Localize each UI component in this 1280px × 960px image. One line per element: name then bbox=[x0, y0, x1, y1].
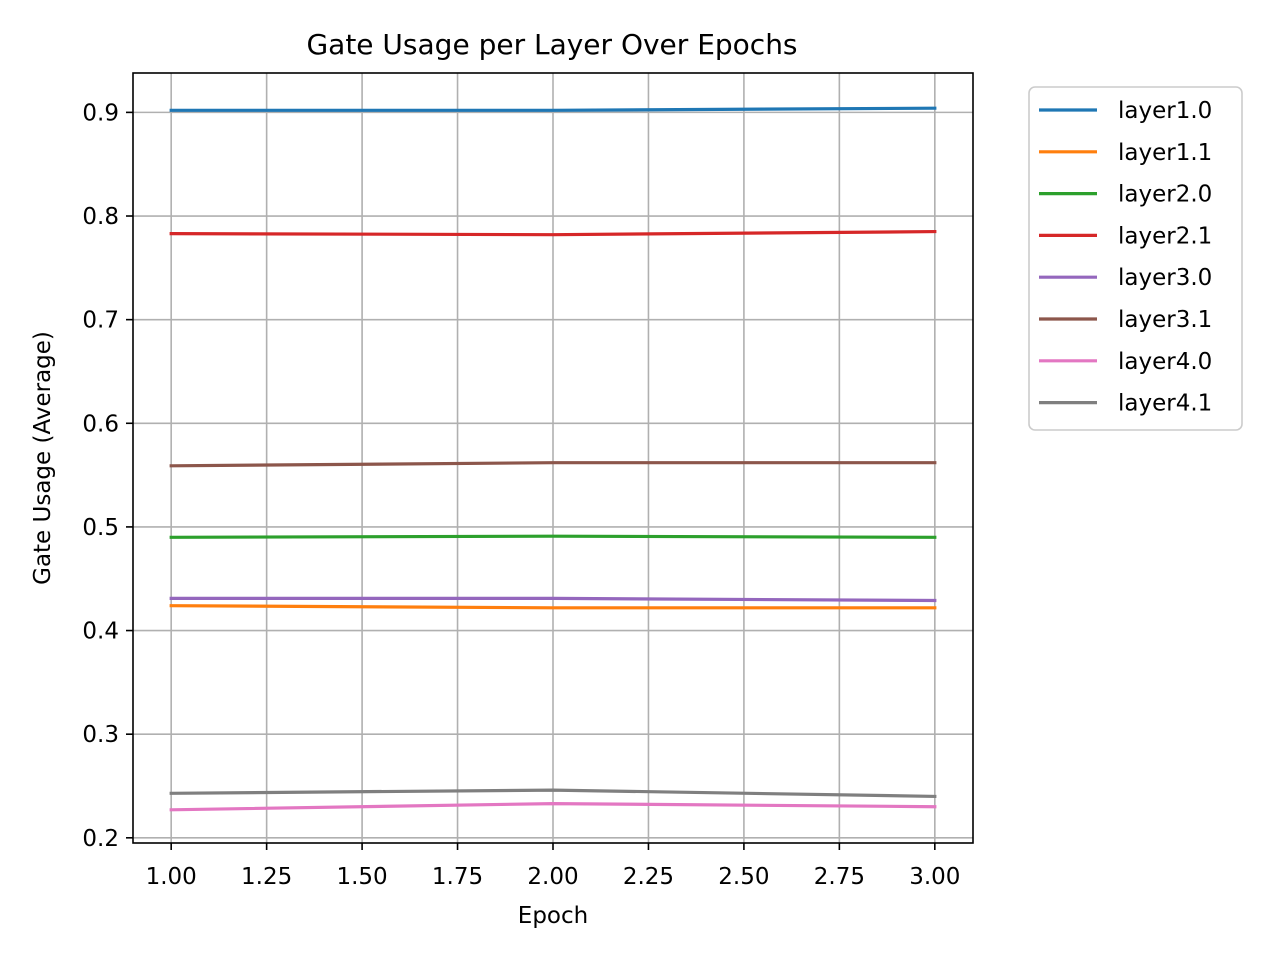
y-tick-label: 0.2 bbox=[82, 826, 119, 852]
chart-title: Gate Usage per Layer Over Epochs bbox=[306, 28, 797, 61]
x-tick-label: 2.50 bbox=[718, 864, 769, 890]
y-tick-label: 0.7 bbox=[82, 308, 119, 334]
series-line-layer4.0 bbox=[169, 801, 937, 812]
x-tick-label: 3.00 bbox=[909, 864, 960, 890]
series-line-layer2.0 bbox=[169, 534, 937, 539]
legend-label-layer2.0: layer2.0 bbox=[1118, 182, 1212, 208]
x-axis-ticks: 1.00 1.25 1.50 1.75 2.00 2.25 2.50 2.75 3.00 bbox=[146, 843, 960, 890]
legend: layer1.0 layer1.1 layer2.0 layer2.1 layer3.0… bbox=[1028, 86, 1243, 431]
x-tick-label: 1.00 bbox=[146, 864, 197, 890]
legend-label-layer3.1: layer3.1 bbox=[1118, 307, 1212, 333]
y-tick-label: 0.6 bbox=[82, 411, 119, 437]
series-lines bbox=[169, 106, 937, 812]
legend-box bbox=[1028, 86, 1243, 431]
legend-label-layer1.1: layer1.1 bbox=[1118, 140, 1212, 166]
legend-label-layer4.0: layer4.0 bbox=[1118, 349, 1212, 375]
y-tick-label: 0.4 bbox=[82, 619, 119, 645]
legend-label-layer4.1: layer4.1 bbox=[1118, 391, 1212, 417]
grid bbox=[133, 73, 973, 843]
x-tick-label: 1.75 bbox=[432, 864, 483, 890]
x-axis-title: Epoch bbox=[518, 903, 588, 929]
series-line-layer1.0 bbox=[169, 106, 937, 112]
legend-label-layer2.1: layer2.1 bbox=[1118, 223, 1212, 249]
x-tick-label: 2.00 bbox=[527, 864, 578, 890]
x-tick-label: 1.50 bbox=[336, 864, 387, 890]
legend-items: layer1.0 layer1.1 layer2.0 layer2.1 layer3.0… bbox=[1039, 98, 1212, 417]
y-axis-title: Gate Usage (Average) bbox=[30, 331, 56, 585]
x-tick-label: 2.25 bbox=[623, 864, 674, 890]
y-tick-label: 0.3 bbox=[82, 722, 119, 748]
series-line-layer3.1 bbox=[169, 461, 937, 468]
y-tick-label: 0.5 bbox=[82, 515, 119, 541]
legend-label-layer1.0: layer1.0 bbox=[1118, 98, 1212, 124]
y-axis-ticks: 0.2 0.3 0.4 0.5 0.6 0.7 0.8 0.9 bbox=[82, 100, 133, 852]
series-line-layer2.1 bbox=[169, 229, 937, 237]
legend-label-layer3.0: layer3.0 bbox=[1118, 265, 1212, 291]
series-line-layer1.1 bbox=[169, 604, 937, 610]
series-line-layer4.1 bbox=[169, 788, 937, 799]
series-line-layer3.0 bbox=[169, 596, 937, 603]
y-tick-label: 0.9 bbox=[82, 100, 119, 126]
x-tick-label: 1.25 bbox=[241, 864, 292, 890]
x-tick-label: 2.75 bbox=[814, 864, 865, 890]
y-tick-label: 0.8 bbox=[82, 204, 119, 230]
